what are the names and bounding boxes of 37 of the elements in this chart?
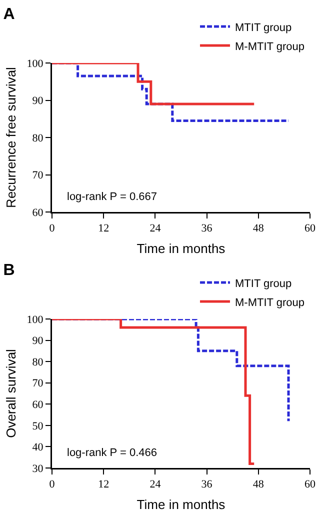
x-tick-label: 36: [201, 478, 213, 491]
y-tick-label: 70: [32, 378, 44, 390]
y-tick-label: 60: [32, 206, 44, 219]
x-tick-label: 12: [98, 478, 110, 491]
x-tick-label: 0: [49, 222, 56, 235]
y-tick-label: 80: [32, 132, 44, 144]
x-tick-label: 60: [304, 478, 316, 491]
x-tick-label: 12: [98, 222, 110, 235]
y-tick-label: 90: [32, 335, 44, 348]
chart-title: A: [3, 6, 16, 23]
y-axis-title: Recurrence free survival: [4, 66, 18, 208]
y-tick-label: 50: [32, 420, 44, 432]
x-tick-label: 36: [201, 222, 213, 235]
y-tick-label: 40: [32, 442, 44, 454]
y-tick-label: 100: [26, 58, 44, 70]
x-tick-label: 48: [252, 478, 264, 491]
annotation: log-rank P = 0.667: [67, 191, 157, 203]
x-tick-label: 0: [49, 478, 56, 491]
x-tick-label: 24: [150, 478, 162, 491]
y-tick-label: 60: [32, 398, 44, 411]
y-tick-label: 90: [32, 95, 44, 108]
legend-label: M-MTIT group: [235, 296, 304, 309]
y-axis-title: Overall survival: [4, 348, 18, 438]
y-tick-label: 70: [32, 170, 44, 182]
x-axis-title: Time in months: [136, 497, 226, 512]
annotation: log-rank P = 0.466: [67, 447, 157, 459]
y-tick-label: 100: [26, 314, 44, 326]
legend-label: MTIT group: [235, 278, 292, 290]
x-axis-title: Time in months: [136, 241, 226, 256]
y-tick-label: 30: [32, 462, 44, 475]
legend-label: MTIT group: [235, 22, 292, 34]
chart-title: B: [3, 262, 15, 279]
y-tick-label: 80: [32, 356, 44, 368]
x-tick-label: 48: [252, 222, 264, 235]
legend-label: M-MTIT group: [235, 40, 304, 53]
x-tick-label: 60: [304, 222, 316, 235]
x-tick-label: 24: [150, 222, 162, 235]
